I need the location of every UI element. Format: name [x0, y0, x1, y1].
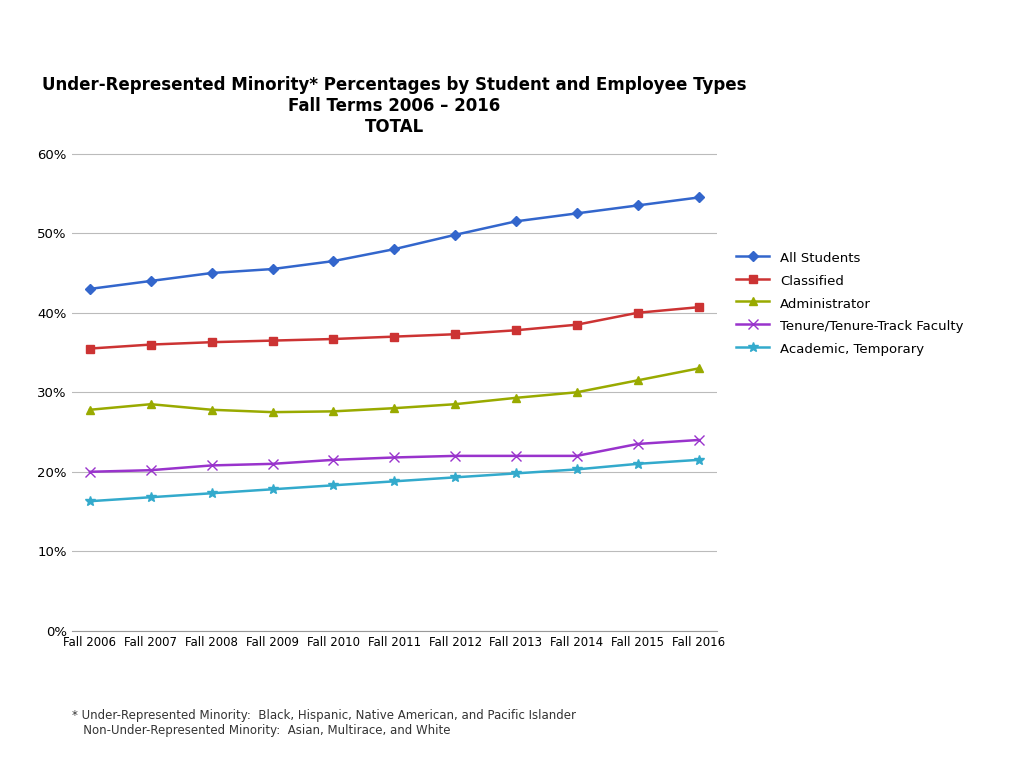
All Students: [692, 193, 705, 202]
Administrator: [328, 407, 340, 416]
Classified: [328, 334, 340, 344]
Administrator: [206, 405, 218, 414]
Administrator: [388, 404, 400, 413]
Administrator: [632, 375, 644, 385]
Classified: [84, 344, 96, 353]
Academic, Temporary: [84, 496, 96, 505]
Academic, Temporary: [632, 459, 644, 468]
Tenure/Tenure-Track Faculty: [692, 435, 705, 445]
Administrator: [449, 400, 461, 409]
Classified: [632, 309, 644, 318]
Academic, Temporary: [144, 492, 157, 502]
Tenure/Tenure-Track Faculty: [632, 439, 644, 448]
Line: Administrator: Administrator: [86, 364, 702, 416]
All Students: [570, 209, 583, 218]
Academic, Temporary: [692, 455, 705, 464]
All Students: [84, 284, 96, 293]
Classified: [692, 302, 705, 312]
Administrator: [84, 405, 96, 414]
Tenure/Tenure-Track Faculty: [388, 453, 400, 462]
Administrator: [266, 407, 279, 416]
All Students: [449, 230, 461, 239]
Academic, Temporary: [328, 481, 340, 490]
Tenure/Tenure-Track Faculty: [206, 461, 218, 470]
Academic, Temporary: [388, 477, 400, 486]
Administrator: [692, 364, 705, 373]
Line: Classified: Classified: [86, 303, 702, 353]
All Students: [632, 201, 644, 210]
Classified: [266, 336, 279, 345]
All Students: [144, 277, 157, 286]
Tenure/Tenure-Track Faculty: [449, 451, 461, 461]
All Students: [206, 268, 218, 277]
Administrator: [144, 400, 157, 409]
Tenure/Tenure-Track Faculty: [84, 467, 96, 477]
Classified: [570, 320, 583, 329]
Line: Tenure/Tenure-Track Faculty: Tenure/Tenure-Track Faculty: [85, 435, 703, 477]
Tenure/Tenure-Track Faculty: [510, 451, 522, 461]
Classified: [449, 330, 461, 339]
All Students: [388, 245, 400, 254]
Academic, Temporary: [570, 465, 583, 474]
Classified: [206, 337, 218, 347]
Academic, Temporary: [510, 469, 522, 478]
Legend: All Students, Classified, Administrator, Tenure/Tenure-Track Faculty, Academic, : All Students, Classified, Administrator,…: [736, 250, 964, 356]
Line: Academic, Temporary: Academic, Temporary: [85, 455, 703, 506]
Administrator: [510, 393, 522, 402]
Administrator: [570, 388, 583, 397]
Line: All Students: All Students: [86, 194, 702, 293]
All Students: [510, 217, 522, 226]
Academic, Temporary: [449, 473, 461, 482]
Text: * Under-Represented Minority:  Black, Hispanic, Native American, and Pacific Isl: * Under-Represented Minority: Black, His…: [72, 709, 575, 737]
Tenure/Tenure-Track Faculty: [570, 451, 583, 461]
Text: Under-Represented Minority* Percentages by Student and Employee Types
Fall Terms: Under-Represented Minority* Percentages …: [42, 76, 746, 135]
Tenure/Tenure-Track Faculty: [266, 459, 279, 468]
All Students: [328, 257, 340, 266]
Academic, Temporary: [266, 485, 279, 494]
Tenure/Tenure-Track Faculty: [328, 455, 340, 464]
Classified: [144, 340, 157, 349]
Tenure/Tenure-Track Faculty: [144, 466, 157, 475]
Classified: [510, 326, 522, 335]
Academic, Temporary: [206, 489, 218, 498]
All Students: [266, 264, 279, 274]
Classified: [388, 332, 400, 341]
